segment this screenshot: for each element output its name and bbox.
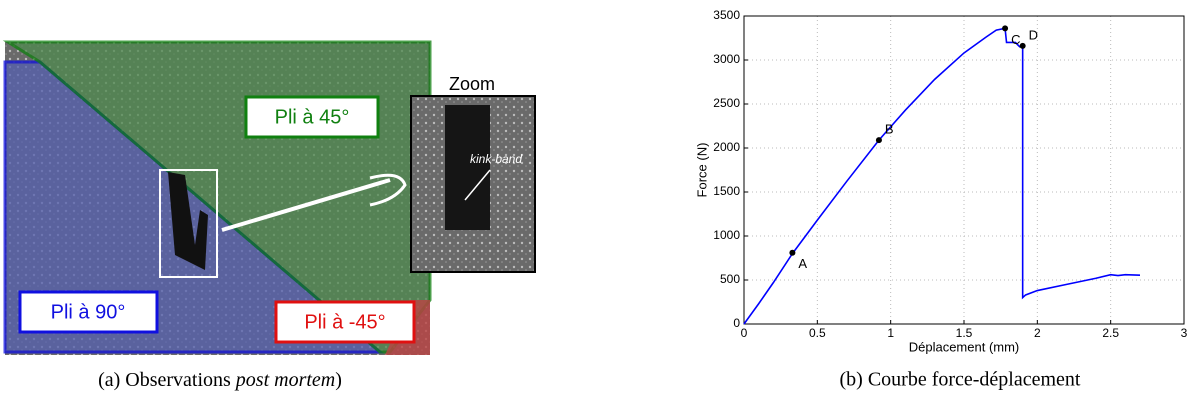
x-tick-label: 0.5: [809, 326, 826, 340]
ply-label: Pli à 90°: [51, 301, 126, 323]
y-tick-label: 3000: [713, 52, 740, 66]
point-label: C: [1011, 32, 1020, 47]
x-tick-label: 2: [1034, 326, 1041, 340]
photo: [2, 40, 536, 355]
y-tick-label: 1500: [713, 184, 740, 198]
point-marker: [1019, 42, 1026, 49]
kink-label: kink-band: [470, 152, 522, 166]
point-label: D: [1029, 27, 1038, 42]
ply-label: Pli à 45°: [275, 106, 350, 128]
data-line: [743, 27, 1141, 325]
caption: (b) Courbe force-déplacement: [840, 369, 1081, 391]
x-axis-label: Déplacement (mm): [909, 339, 1020, 354]
point-label: A: [798, 256, 807, 271]
x-tick-label: 3: [1181, 326, 1188, 340]
point-marker: [789, 249, 796, 256]
y-tick-label: 3500: [713, 8, 740, 22]
ply-label: Pli à -45°: [304, 311, 385, 333]
caption-part: (a) Observations: [98, 369, 236, 391]
y-tick-label: 0: [733, 316, 740, 330]
x-tick-label: 1: [887, 326, 894, 340]
y-tick-label: 2000: [713, 140, 740, 154]
caption-part: post mortem: [234, 369, 335, 391]
x-tick-label: 1.5: [956, 326, 973, 340]
zoom-label: Zoom: [449, 74, 495, 94]
y-axis-label: Force (N): [694, 143, 709, 198]
plot-area: [744, 16, 1184, 324]
y-tick-label: 500: [720, 272, 740, 286]
x-tick-label: 0: [741, 326, 748, 340]
plot-frame: [743, 15, 1185, 325]
point-marker: [1002, 25, 1009, 32]
point-label: B: [885, 122, 894, 137]
y-tick-label: 2500: [713, 96, 740, 110]
caption-part: ): [335, 369, 342, 391]
point-marker: [875, 137, 882, 144]
x-tick-label: 2.5: [1102, 326, 1119, 340]
y-tick-label: 1000: [713, 228, 740, 242]
caption: (a) Observations post mortem): [98, 369, 342, 391]
